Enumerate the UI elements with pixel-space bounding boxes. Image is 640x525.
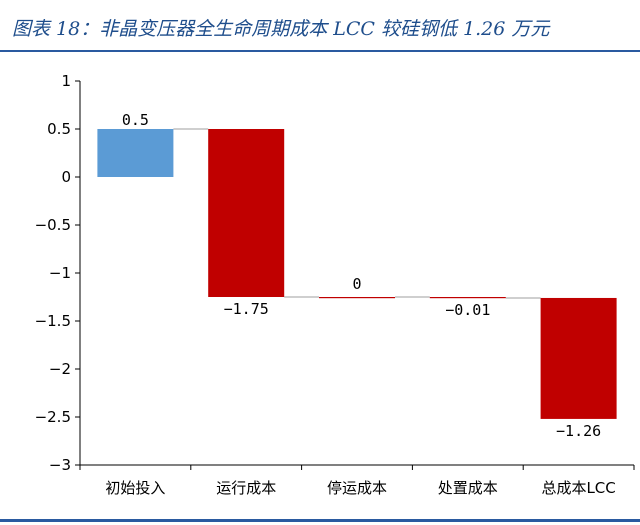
y-tick-label: 0 (61, 168, 71, 186)
category-label: 停运成本 (327, 479, 387, 497)
footer-divider (0, 519, 640, 522)
y-tick-label: 1 (61, 72, 71, 90)
y-tick-label: −0.5 (35, 216, 71, 234)
bar-4 (429, 297, 506, 299)
data-label: 0 (352, 275, 361, 293)
category-label: 处置成本 (438, 479, 498, 497)
figure-title: 图表 18：非晶变压器全生命周期成本 LCC 较硅钢低 1.26 万元 (12, 18, 550, 40)
category-label: 初始投入 (105, 479, 165, 497)
category-label: 总成本LCC (541, 479, 615, 497)
data-label: 0.5 (122, 111, 149, 129)
title-divider (0, 50, 640, 52)
y-tick-label: 0.5 (47, 120, 71, 138)
bar-3 (319, 297, 395, 299)
bar-5 (540, 297, 617, 419)
bar-1 (97, 129, 174, 177)
data-label: −1.75 (224, 300, 269, 318)
y-tick-label: −1 (49, 264, 71, 282)
bar-2 (208, 129, 285, 297)
y-tick-label: −3 (49, 456, 71, 474)
y-tick-label: −2 (49, 360, 71, 378)
category-label: 运行成本 (216, 479, 276, 497)
data-label: −0.01 (445, 301, 490, 319)
data-label: −1.26 (556, 422, 601, 440)
y-tick-label: −2.5 (35, 408, 71, 426)
y-tick-label: −1.5 (35, 312, 71, 330)
